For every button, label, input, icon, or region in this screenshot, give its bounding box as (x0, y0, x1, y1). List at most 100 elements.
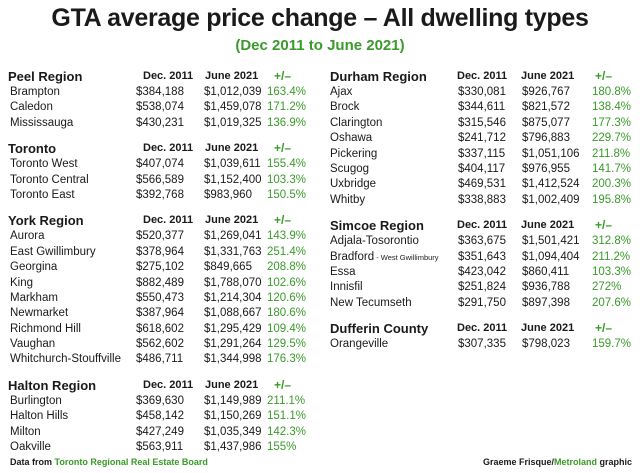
percent-change: 200.3% (592, 178, 632, 191)
credit-suffix: graphic (596, 457, 632, 467)
price-june-2021: $1,437,986 (204, 441, 262, 454)
city-label: Aurora (10, 230, 45, 243)
city-label: King (10, 276, 34, 289)
price-june-2021: $926,767 (522, 86, 570, 98)
table-row: Whitby $338,883 $1,002,409 195.8% (330, 193, 635, 208)
table-row: Brock $344,611 $821,572 138.4% (330, 100, 635, 115)
price-dec-2011: $315,546 (458, 116, 506, 129)
city-name: Bradford - West Gwillimbury (330, 250, 439, 265)
table-row: Richmond Hill $618,602 $1,295,429 109.4% (8, 322, 308, 337)
table-row: Aurora $520,377 $1,269,041 143.9% (8, 229, 308, 244)
price-dec-2011: $307,335 (458, 338, 506, 351)
city-name: Whitchurch-Stouffville (10, 352, 121, 367)
percent-change: 272% (592, 281, 622, 294)
column-header-june-2021: June 2021 (205, 70, 259, 82)
price-dec-2011: $563,911 (136, 441, 184, 454)
region-block: Peel Region Dec. 2011 June 2021 +/– Brampton… (8, 68, 308, 131)
city-label: Bradford (330, 250, 375, 263)
author-credit: Graeme Frisque/Metroland graphic (483, 457, 632, 467)
table-row: Newmarket $387,964 $1,088,667 180.6% (8, 306, 308, 321)
price-june-2021: $1,019,325 (204, 116, 262, 129)
city-label: Scugog (330, 162, 370, 175)
price-june-2021: $1,088,667 (204, 307, 262, 320)
table-row: Burlington $369,630 $1,149,989 211.1% (8, 394, 308, 409)
city-name: Milton (10, 425, 41, 440)
column-header-june-2021: June 2021 (205, 142, 259, 155)
table-row: Whitchurch-Stouffville $486,711 $1,344,998… (8, 352, 308, 367)
city-label: Oshawa (330, 132, 373, 145)
region-name: Simcoe Region (330, 218, 424, 234)
percent-change: 211.8% (592, 147, 631, 160)
table-row: Markham $550,473 $1,214,304 120.6% (8, 291, 308, 306)
column-header-june-2021: June 2021 (521, 322, 575, 335)
percent-change: 195.8% (592, 193, 632, 206)
price-dec-2011: $562,602 (136, 338, 184, 351)
city-name: Vaughan (10, 337, 55, 352)
column-header-june-2021: June 2021 (205, 214, 259, 227)
table-row: Adjala-Tosorontio $363,675 $1,501,421 312.8… (330, 234, 635, 249)
city-label: Clarington (330, 116, 383, 129)
price-dec-2011: $407,074 (136, 158, 184, 171)
price-dec-2011: $330,081 (458, 86, 506, 98)
price-june-2021: $1,344,998 (204, 353, 262, 366)
price-dec-2011: $251,824 (458, 281, 506, 294)
price-june-2021: $860,411 (522, 265, 570, 278)
city-label: Toronto Central (10, 173, 89, 186)
left-column: Peel Region Dec. 2011 June 2021 +/– Brampton… (8, 68, 308, 464)
column-header-june-2021: June 2021 (521, 219, 575, 232)
city-name: Markham (10, 291, 58, 306)
city-label: Vaughan (10, 338, 56, 351)
price-june-2021: $897,398 (522, 296, 570, 309)
city-label: New Tecumseth (330, 296, 412, 309)
table-row: Toronto East $392,768 $983,960 150.5% (8, 188, 308, 203)
city-name: Richmond Hill (10, 322, 81, 337)
city-name: Brock (330, 100, 359, 115)
region-block: York Region Dec. 2011 June 2021 +/– Aurora $5… (8, 212, 308, 368)
price-dec-2011: $550,473 (136, 291, 184, 304)
city-label: Brampton (10, 86, 60, 98)
city-name: Essa (330, 265, 356, 280)
percent-change: 102.6% (267, 276, 307, 289)
percent-change: 208.8% (267, 261, 307, 274)
city-name: Whitby (330, 193, 365, 208)
percent-change: 143.9% (267, 230, 307, 243)
price-dec-2011: $275,102 (136, 261, 184, 274)
table-row: Pickering $337,115 $1,051,106 211.8% (330, 147, 635, 162)
price-dec-2011: $520,377 (136, 230, 184, 243)
price-june-2021: $1,295,429 (204, 322, 262, 335)
price-june-2021: $821,572 (522, 101, 570, 114)
price-dec-2011: $538,074 (136, 101, 184, 114)
percent-change: 103.3% (592, 265, 632, 278)
percent-change: 109.4% (267, 322, 307, 335)
city-name: Burlington (10, 394, 62, 409)
percent-change: 177.3% (592, 116, 632, 129)
city-name: East Gwillimbury (10, 245, 96, 260)
city-label: East Gwillimbury (10, 245, 96, 258)
price-june-2021: $1,002,409 (522, 193, 580, 206)
price-dec-2011: $404,117 (458, 162, 506, 175)
table-row: Halton Hills $458,142 $1,150,269 151.1% (8, 409, 308, 424)
region-name: Durham Region (330, 69, 427, 84)
region-block: Dufferin County Dec. 2011 June 2021 +/– Oran… (330, 320, 635, 352)
city-name: Brampton (10, 85, 60, 100)
price-june-2021: $1,412,524 (522, 178, 580, 191)
city-name: Halton Hills (10, 409, 68, 424)
price-june-2021: $798,023 (522, 338, 570, 351)
percent-change: 155.4% (267, 158, 307, 171)
price-june-2021: $1,214,304 (204, 291, 262, 304)
city-label: Innisfil (330, 281, 363, 294)
region-header-row: Simcoe Region Dec. 2011 June 2021 +/– (330, 217, 635, 234)
price-dec-2011: $338,883 (458, 193, 506, 206)
city-name: Scugog (330, 162, 369, 177)
city-label: Pickering (330, 147, 378, 160)
city-name: Ajax (330, 85, 352, 100)
region-name: York Region (8, 213, 84, 229)
price-dec-2011: $384,188 (136, 86, 184, 98)
right-column: Durham Region Dec. 2011 June 2021 +/– Ajax $3… (330, 68, 635, 361)
city-label: Oakville (10, 441, 51, 454)
percent-change: 159.7% (592, 338, 632, 351)
city-label: Markham (10, 291, 58, 304)
percent-change: 207.6% (592, 296, 632, 309)
city-name: Georgina (10, 260, 57, 275)
price-dec-2011: $378,964 (136, 245, 184, 258)
